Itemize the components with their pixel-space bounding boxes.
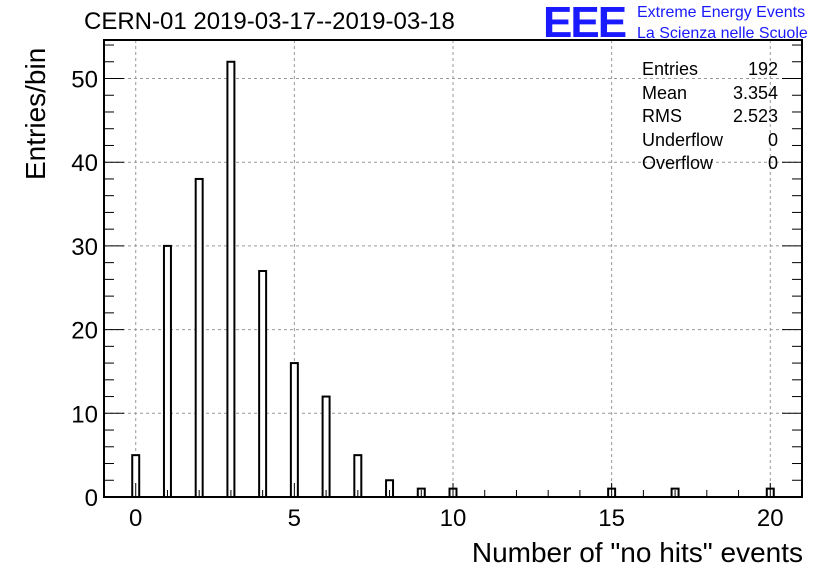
logo-caption-line1: Extreme Energy Events (637, 4, 806, 21)
histogram-bar (226, 60, 236, 499)
stats-row-rms: RMS 2.523 (642, 105, 778, 129)
eee-logo: EEE (543, 0, 627, 47)
stats-overflow-value: 0 (767, 153, 778, 173)
stats-mean-label: Mean (642, 82, 688, 103)
stats-entries-label: Entries (642, 59, 699, 79)
y-tick-label: 0 (85, 485, 98, 512)
tick-labels: 0 5 10 15 20 0 10 20 30 40 50 (71, 67, 783, 532)
stats-rms-label: RMS (642, 106, 682, 126)
stats-mean-value: 3.354 (732, 82, 778, 103)
x-axis-label: Number of "no hits" events (471, 537, 803, 568)
stats-row-mean: Mean 3.354 (642, 82, 778, 106)
y-tick-label: 30 (71, 234, 98, 261)
stats-underflow-value: 0 (767, 129, 778, 150)
stats-box: Entries 192 Mean 3.354 RMS 2.523 Underfl… (642, 58, 778, 176)
stats-entries-value: 192 (747, 59, 778, 79)
histogram-bar (289, 362, 299, 499)
histogram-bar (194, 177, 204, 498)
stats-row-entries: Entries 192 (642, 58, 778, 82)
x-tick-label: 5 (288, 505, 301, 532)
y-tick-label: 10 (71, 401, 98, 428)
x-tick-label: 10 (440, 505, 467, 532)
histogram-bar (162, 244, 172, 498)
y-tick-label: 20 (71, 318, 98, 345)
stats-overflow-label: Overflow (642, 153, 714, 173)
axis-ticks (103, 44, 803, 498)
stats-rms-value: 2.523 (732, 106, 778, 126)
logo-caption-line2: La Scienza nelle Scuole (637, 25, 808, 42)
stats-row-underflow: Underflow 0 (642, 129, 778, 153)
x-tick-label: 20 (757, 505, 784, 532)
x-tick-label: 15 (598, 505, 625, 532)
histogram-bar (321, 395, 331, 498)
y-axis-label: Entries/bin (20, 47, 51, 180)
chart-title: CERN-01 2019-03-17--2019-03-18 (84, 8, 455, 35)
bars (131, 60, 775, 499)
y-tick-label: 50 (71, 67, 98, 94)
stats-underflow-label: Underflow (642, 129, 724, 150)
x-tick-label: 0 (129, 505, 142, 532)
histogram-bar (258, 270, 268, 498)
y-tick-label: 40 (71, 150, 98, 177)
logo-caption: Extreme Energy Events La Scienza nelle S… (637, 2, 808, 44)
stats-row-overflow: Overflow 0 (642, 152, 778, 176)
